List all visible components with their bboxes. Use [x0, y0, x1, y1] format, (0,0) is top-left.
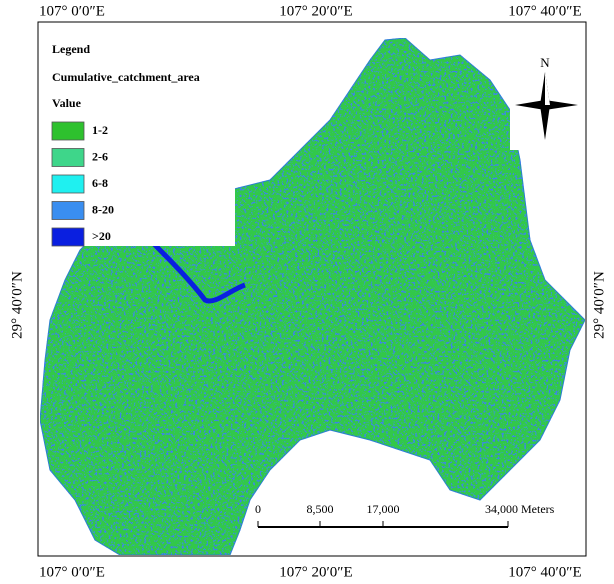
- legend-swatch: [51, 174, 85, 194]
- grid-label: 107° 20′0″E: [279, 3, 352, 19]
- grid-label: 107° 0′0″E: [39, 3, 105, 19]
- legend-label: 2-6: [92, 149, 108, 163]
- legend-label: >20: [92, 229, 111, 243]
- legend-swatch: [51, 227, 85, 247]
- legend: Legend Cumulative_catchment_area Value 1…: [45, 34, 235, 247]
- grid-label: 29° 40′0″N: [9, 271, 25, 339]
- legend-label: 6-8: [92, 176, 108, 190]
- scale-label: 0: [255, 502, 261, 516]
- scale-label: 17,000: [367, 502, 400, 516]
- grid-label: 107° 40′0″E: [508, 3, 581, 19]
- legend-label: 8-20: [92, 202, 114, 216]
- scale-label: 34,000 Meters: [485, 502, 555, 516]
- grid-label: 107° 20′0″E: [279, 564, 352, 580]
- legend-swatch: [51, 121, 85, 141]
- grid-label: 107° 40′0″E: [508, 564, 581, 580]
- north-arrow: N: [510, 55, 580, 150]
- arrow-highlight: [545, 72, 550, 105]
- scale-label: 8,500: [307, 502, 334, 516]
- legend-swatch: [51, 201, 85, 220]
- legend-swatch: [51, 148, 85, 167]
- legend-field: Value: [52, 96, 82, 110]
- legend-layer: Cumulative_catchment_area: [52, 70, 200, 84]
- legend-title: Legend: [52, 42, 90, 56]
- river: [143, 233, 246, 304]
- grid-label: 107° 0′0″E: [39, 564, 105, 580]
- north-label: N: [540, 55, 550, 70]
- legend-label: 1-2: [92, 123, 108, 137]
- scale-bar: 0 8,500 17,000 34,000 Meters: [255, 502, 555, 528]
- grid-label: 29° 40′0″N: [591, 271, 607, 339]
